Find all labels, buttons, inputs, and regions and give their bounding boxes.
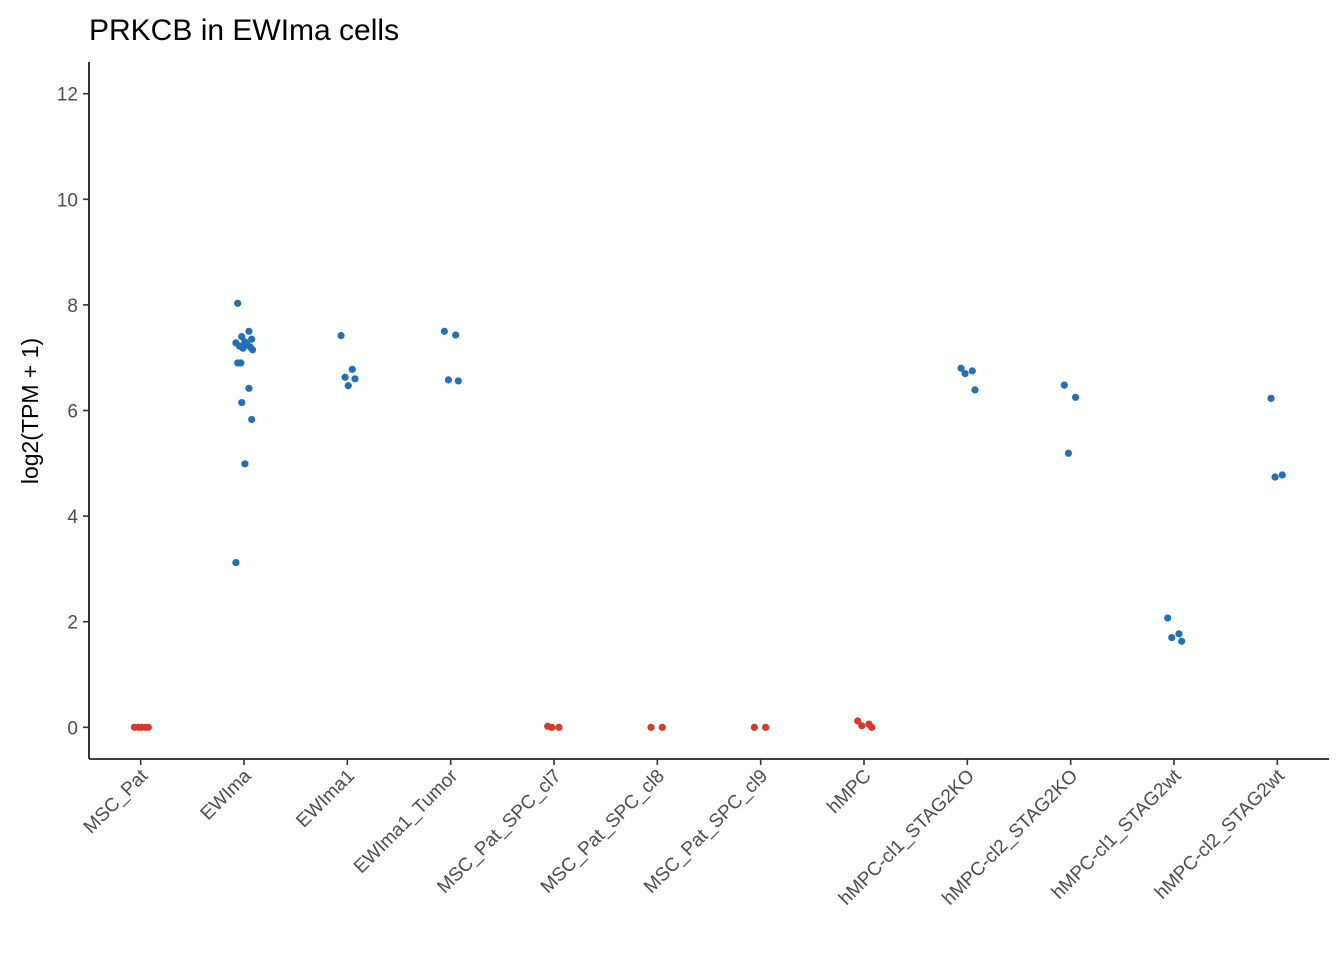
data-point: [341, 373, 349, 381]
x-tick-label: EWIma: [197, 765, 256, 824]
data-point: [750, 723, 758, 731]
y-tick-label: 0: [67, 718, 78, 739]
data-point: [144, 723, 152, 731]
data-point: [1064, 449, 1073, 457]
data-point: [440, 327, 448, 335]
y-tick-label: 12: [57, 85, 78, 106]
data-point: [868, 723, 876, 731]
data-point: [1175, 630, 1183, 638]
data-point: [454, 377, 462, 385]
data-point: [858, 722, 866, 730]
data-point: [351, 375, 359, 383]
data-point: [241, 460, 249, 468]
data-point: [348, 365, 356, 373]
data-point: [452, 331, 460, 339]
data-point: [232, 558, 240, 567]
data-point: [248, 415, 256, 424]
y-tick-label: 6: [67, 402, 78, 423]
data-point: [248, 346, 257, 354]
data-point: [1278, 471, 1286, 479]
data-point: [245, 327, 253, 335]
chart-title: PRKCB in EWIma cells: [89, 14, 399, 47]
data-point: [1168, 633, 1176, 642]
x-tick-label: EWIma1: [293, 766, 359, 832]
data-point: [234, 359, 242, 367]
x-tick-label: EWIma1_Tumor: [350, 765, 463, 878]
y-tick-label: 8: [67, 296, 78, 317]
data-point: [968, 367, 976, 375]
data-point: [239, 344, 247, 352]
data-point: [137, 723, 146, 731]
data-point: [248, 335, 256, 343]
data-point: [854, 717, 862, 725]
data-points: [130, 299, 1286, 731]
data-point: [234, 299, 242, 307]
data-point: [1178, 637, 1186, 645]
x-axis-ticks: MSC_Pat EWIma EWIma1EWIma1_TumorMSC_Pat_SP…: [80, 759, 1289, 909]
data-point: [444, 376, 453, 384]
data-point: [961, 369, 969, 378]
y-tick-label: 10: [57, 190, 78, 211]
data-point: [1164, 614, 1172, 622]
data-point: [971, 386, 979, 394]
data-point: [647, 723, 655, 731]
data-point: [1271, 473, 1279, 481]
y-axis-label: log2(TPM + 1): [17, 338, 43, 484]
data-point: [1267, 394, 1275, 402]
data-point: [238, 332, 246, 341]
data-point: [555, 723, 563, 731]
data-point: [762, 723, 770, 731]
data-point: [658, 723, 666, 731]
data-point: [238, 398, 246, 407]
data-point: [548, 723, 556, 731]
data-point: [337, 331, 345, 340]
y-tick-label: 4: [67, 507, 78, 528]
data-point: [245, 384, 253, 392]
y-axis-ticks: 0 2 4 6 8 10 12: [57, 85, 89, 739]
data-point: [957, 364, 965, 372]
x-tick-label: hMPC: [823, 766, 875, 818]
data-point: [1072, 393, 1080, 401]
data-point: [344, 382, 352, 390]
x-tick-label: MSC_Pat: [80, 765, 153, 838]
data-point: [1060, 381, 1068, 389]
y-tick-label: 2: [67, 613, 78, 634]
